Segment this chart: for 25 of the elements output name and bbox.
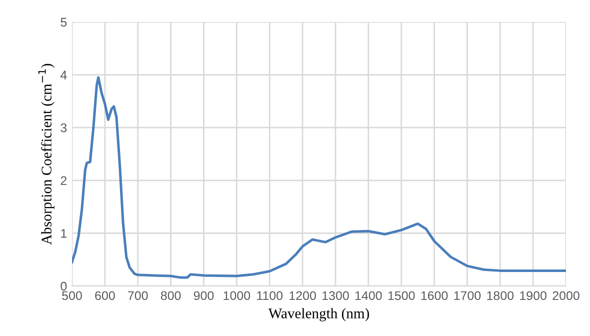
x-axis-title: Wavelength (nm) <box>268 308 369 322</box>
x-tick-label: 1100 <box>257 291 283 300</box>
y-tick-label: 5 <box>60 18 67 27</box>
x-tick-label: 1400 <box>355 291 382 300</box>
y-tick-label: 4 <box>60 70 67 80</box>
x-tick-label: 1500 <box>388 291 415 300</box>
line-series <box>72 76 566 279</box>
x-tick-label: 700 <box>128 291 148 300</box>
x-tick-label: 900 <box>194 291 214 300</box>
x-tick-label: 800 <box>160 291 181 300</box>
x-tick-label: 2000 <box>552 291 580 300</box>
x-tick-label: 1300 <box>322 291 349 300</box>
x-tick-label: 1700 <box>454 291 481 300</box>
x-tick-label: 1600 <box>421 291 448 300</box>
x-tick-label: 600 <box>95 291 115 300</box>
y-tick-label: 3 <box>60 123 67 132</box>
y-tick-label: 0 <box>60 282 67 291</box>
y-tick-label: 2 <box>60 176 67 185</box>
x-tick-label: 1900 <box>520 291 546 300</box>
x-tick-label: 1000 <box>224 291 250 300</box>
x-tick-label: 1200 <box>290 291 316 300</box>
y-tick-label: 1 <box>61 229 67 238</box>
x-tick-label: 1800 <box>487 291 514 300</box>
y-axis-title: Absorption Coefficient (cm$^{−1}$) <box>38 64 54 245</box>
x-tick-label: 500 <box>62 291 82 300</box>
